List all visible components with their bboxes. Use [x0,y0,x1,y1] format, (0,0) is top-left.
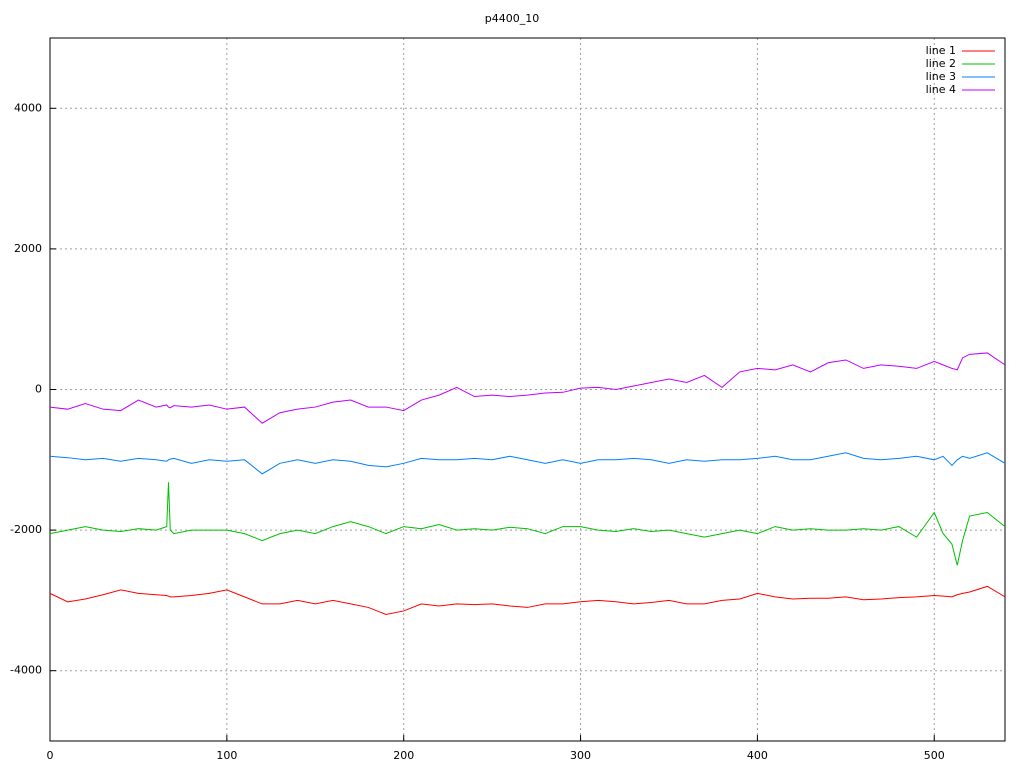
y-tick-label: -4000 [10,664,42,677]
x-tick-label: 500 [924,749,945,762]
legend-label: line 2 [926,57,956,70]
y-tick-label: -2000 [10,523,42,536]
x-tick-label: 200 [393,749,414,762]
x-tick-label: 0 [47,749,54,762]
plot-frame [49,37,1006,742]
x-tick-label: 400 [747,749,768,762]
data-line [49,452,1006,475]
x-tick-label: 300 [570,749,591,762]
data-line [49,352,1006,424]
y-tick-label: 2000 [14,242,42,255]
chart-title: p4400_10 [485,12,539,25]
legend-label: line 4 [926,83,956,96]
legend-label: line 3 [926,70,956,83]
y-tick-label: 4000 [14,101,42,114]
x-tick-label: 100 [216,749,237,762]
y-tick-label: 0 [35,383,42,396]
legend-label: line 1 [926,44,956,57]
data-line [49,482,1006,566]
data-line [49,585,1006,615]
